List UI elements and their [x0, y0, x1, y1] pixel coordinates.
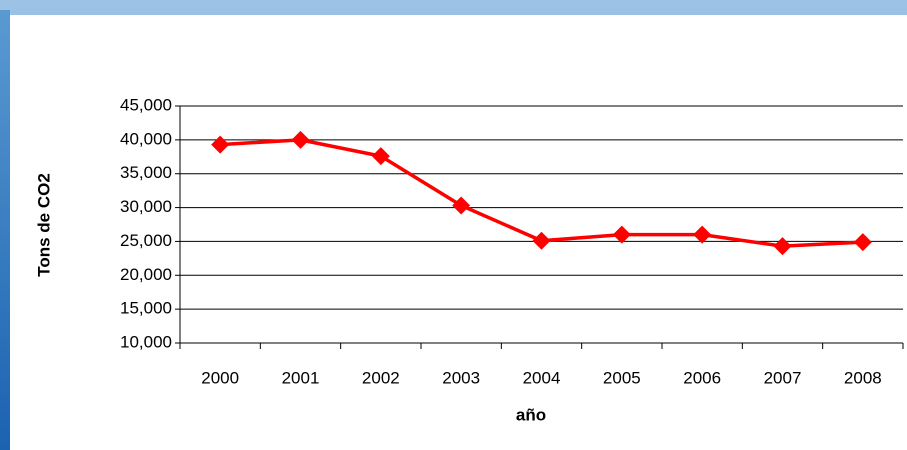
- marker: [211, 135, 230, 154]
- y-tick-label: 25,000: [120, 231, 172, 250]
- x-tick-label: 2001: [282, 368, 320, 387]
- marker: [291, 130, 310, 149]
- marker: [773, 237, 792, 256]
- marker: [853, 233, 872, 252]
- marker: [371, 147, 390, 166]
- x-tick-label: 2005: [603, 368, 641, 387]
- marker: [532, 231, 551, 250]
- x-tick-label: 2006: [683, 368, 721, 387]
- y-axis-title: Tons de CO2: [34, 173, 53, 277]
- marker: [612, 225, 631, 244]
- x-tick-label: 2008: [844, 368, 882, 387]
- marker: [693, 225, 712, 244]
- x-tick-label: 2000: [201, 368, 239, 387]
- y-tick-label: 35,000: [120, 163, 172, 182]
- x-tick-label: 2007: [764, 368, 802, 387]
- y-tick-label: 10,000: [120, 332, 172, 351]
- y-tick-label: 40,000: [120, 129, 172, 148]
- chart-background: [10, 15, 907, 450]
- x-tick-label: 2003: [442, 368, 480, 387]
- marker: [452, 196, 471, 215]
- x-tick-label: 2004: [523, 368, 561, 387]
- y-tick-label: 30,000: [120, 197, 172, 216]
- y-tick-label: 20,000: [120, 265, 172, 284]
- y-tick-label: 15,000: [120, 299, 172, 318]
- x-tick-label: 2002: [362, 368, 400, 387]
- x-axis-title: año: [516, 405, 546, 424]
- y-tick-label: 45,000: [120, 95, 172, 114]
- frame-left: [0, 10, 10, 450]
